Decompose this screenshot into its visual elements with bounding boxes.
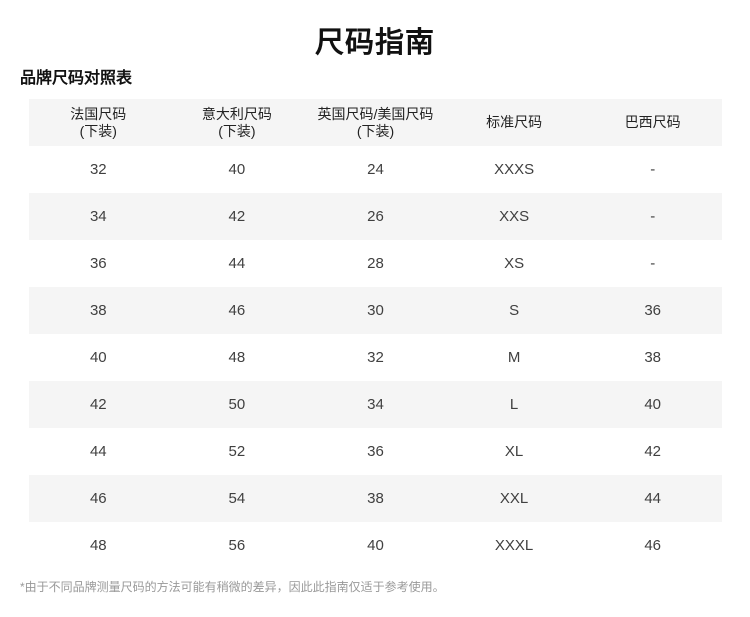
cell-uk-us-size: 24	[367, 161, 384, 178]
cell-fr-size: 36	[89, 255, 107, 272]
table-row: 42 50 34 L 40	[29, 381, 722, 428]
header-label: 巴西尺码	[624, 114, 681, 130]
cell-fr-size: 44	[89, 443, 107, 460]
cell-it-size: 54	[228, 490, 246, 507]
table-row: 46 54 38 XXL 44	[29, 475, 722, 522]
cell-br-size: 46	[644, 537, 662, 554]
header-label: 标准尺码	[486, 114, 543, 130]
table-body: 32 40 24 XXXS -34 42 26 XXS -36 44 28 XS -38 46 30 S 36 4…	[29, 146, 722, 569]
cell-standard-size: L	[509, 396, 519, 413]
header-cell-br-size: 巴西尺码	[583, 99, 722, 146]
table-row: 40 48 32 M 38	[29, 334, 722, 381]
table-row: 34 42 26 XXS -	[29, 193, 722, 240]
cell-br-size: 36	[644, 302, 662, 319]
table-row: 44 52 36 XL 42	[29, 428, 722, 475]
cell-br-size: -	[650, 255, 656, 272]
cell-it-size: 46	[228, 302, 246, 319]
cell-it-size: 50	[228, 396, 246, 413]
cell-br-size: 40	[644, 396, 662, 413]
cell-uk-us-size: 26	[367, 208, 384, 225]
table-row: 32 40 24 XXXS -	[29, 146, 722, 193]
cell-uk-us-size: 40	[367, 537, 384, 554]
header-sublabel: (下装)	[79, 122, 117, 139]
cell-standard-size: XXXS	[494, 161, 535, 178]
cell-it-size: 40	[228, 161, 246, 178]
header-sublabel: (下装)	[356, 122, 395, 139]
cell-fr-size: 38	[89, 302, 107, 319]
cell-it-size: 52	[228, 443, 246, 460]
cell-it-size: 42	[228, 208, 246, 225]
cell-uk-us-size: 38	[367, 490, 384, 507]
cell-standard-size: M	[507, 349, 521, 366]
cell-standard-size: S	[509, 302, 520, 319]
cell-uk-us-size: 34	[367, 396, 384, 413]
table-row: 48 56 40 XXXL 46	[29, 522, 722, 569]
cell-it-size: 48	[228, 349, 246, 366]
cell-fr-size: 32	[89, 161, 107, 178]
page-title: 尺码指南	[314, 27, 435, 59]
cell-standard-size: XL	[504, 443, 524, 460]
table-row: 36 44 28 XS -	[29, 240, 722, 287]
header-cell-uk-us-size: 英国尺码/美国尺码 (下装)	[306, 99, 445, 146]
cell-br-size: 38	[644, 349, 662, 366]
cell-br-size: 42	[644, 443, 662, 460]
cell-fr-size: 48	[89, 537, 107, 554]
table-row: 38 46 30 S 36	[29, 287, 722, 334]
table-header: 法国尺码 (下装) 意大利尺码 (下装) 英国尺码/美国尺码 (下装) 标准尺码 巴西尺码	[29, 99, 722, 146]
cell-it-size: 44	[228, 255, 246, 272]
cell-uk-us-size: 32	[367, 349, 384, 366]
header-cell-fr-size: 法国尺码 (下装)	[29, 99, 168, 146]
cell-fr-size: 40	[89, 349, 107, 366]
cell-standard-size: XXS	[499, 208, 530, 225]
header-label: 意大利尺码	[201, 105, 272, 122]
size-comparison-table: 法国尺码 (下装) 意大利尺码 (下装) 英国尺码/美国尺码 (下装) 标准尺码 巴西尺码 3…	[29, 99, 722, 569]
header-cell-it-size: 意大利尺码 (下装)	[168, 99, 307, 146]
cell-it-size: 56	[228, 537, 246, 554]
cell-uk-us-size: 36	[367, 443, 384, 460]
footnote: *由于不同品牌测量尺码的方法可能有稍微的差异，因此此指南仅适于参考使用。	[20, 580, 445, 594]
section-subtitle: 品牌尺码对照表	[20, 70, 133, 87]
cell-br-size: 44	[644, 490, 662, 507]
header-cell-standard-size: 标准尺码	[445, 99, 584, 146]
cell-fr-size: 46	[89, 490, 107, 507]
header-label: 法国尺码	[70, 105, 127, 122]
cell-br-size: -	[650, 208, 656, 225]
header-sublabel: (下装)	[218, 122, 256, 139]
cell-standard-size: XS	[504, 255, 525, 272]
cell-uk-us-size: 28	[367, 255, 384, 272]
header-label: 英国尺码/美国尺码	[317, 105, 434, 122]
cell-standard-size: XXL	[499, 490, 529, 507]
cell-fr-size: 34	[89, 208, 107, 225]
cell-uk-us-size: 30	[367, 302, 384, 319]
cell-br-size: -	[650, 161, 656, 178]
table-header-row: 法国尺码 (下装) 意大利尺码 (下装) 英国尺码/美国尺码 (下装) 标准尺码 巴西尺码	[29, 99, 722, 146]
cell-fr-size: 42	[89, 396, 107, 413]
cell-standard-size: XXXL	[494, 537, 534, 554]
